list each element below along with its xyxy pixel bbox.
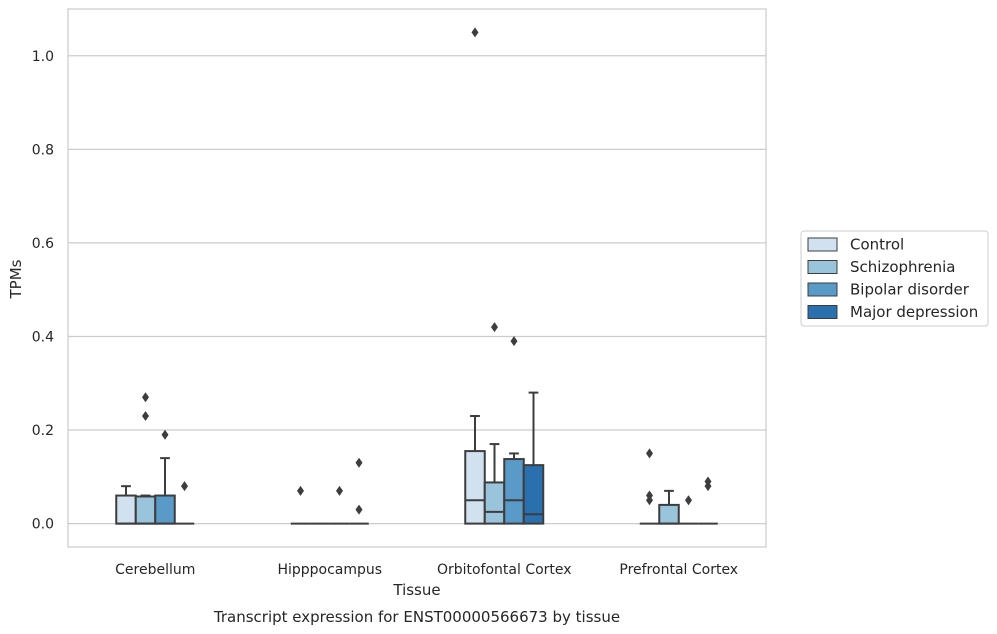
outlier-point [355,457,363,468]
box-body [658,503,680,525]
legend-swatch [807,260,838,274]
outlier-point [181,481,188,492]
legend-label: Schizophrenia [850,258,955,276]
legend-swatch [807,305,838,319]
outlier-point [685,495,692,506]
box [290,485,311,525]
outlier-point [142,411,149,422]
y-tick-label: 0.2 [32,423,54,439]
y-axis-label: TPMs [7,259,25,299]
box-body [483,481,506,525]
x-axis-ticks: Cerebellum Hipppocampus Orbitofontal Corte… [115,562,738,578]
box [349,457,369,525]
outlier-point [646,448,653,459]
box [134,392,157,525]
box [522,391,545,525]
legend-swatch [807,282,838,297]
box [658,489,680,525]
y-tick-label: 0.6 [32,236,54,252]
legend-frame [800,230,989,327]
box-body [522,464,545,525]
box [329,485,350,525]
y-axis-ticks: 0.0 0.2 0.4 0.6 0.8 1.0 [32,49,54,533]
y-tick-label: 0.8 [32,142,54,158]
outlier-point [355,504,363,515]
legend: Control Schizophrenia Bipolar disorder Majo… [800,230,989,327]
box [698,476,718,525]
x-tick-label: Prefrontal Cortex [619,562,738,578]
outlier-point [704,481,712,492]
outlier-point [336,485,343,496]
outlier-point [491,322,498,333]
x-tick-label: Hipppocampus [277,562,382,578]
grid-lines [68,55,766,525]
box-body [115,494,137,525]
outlier-point [161,429,169,440]
box-body [134,495,157,525]
legend-label: Major depression [850,303,978,321]
box-body [464,450,486,525]
x-tick-label: Cerebellum [115,562,195,578]
figure-caption: Transcript expression for ENST0000056667… [213,608,620,626]
box-body [503,458,525,525]
legend-swatch [807,237,838,252]
outlier-point [471,27,479,38]
box [174,481,195,525]
y-tick-label: 1.0 [32,49,54,65]
box [464,27,486,525]
outlier-point [142,392,149,403]
outlier-point [510,336,518,347]
outlier-point [297,485,304,496]
box [678,495,699,525]
box-plot-series [115,27,718,525]
box [115,485,137,525]
plot-area-frame [67,8,767,548]
box [154,429,176,525]
legend-label: Control [850,236,904,254]
legend-label: Bipolar disorder [850,281,970,299]
x-axis-label: Tissue [392,581,440,599]
box [639,448,660,525]
y-tick-label: 0.0 [32,517,54,533]
box-body [154,494,176,525]
y-tick-label: 0.4 [32,329,54,345]
box [483,322,506,525]
outlier-point [646,495,653,506]
x-tick-label: Orbitofontal Cortex [437,562,572,578]
